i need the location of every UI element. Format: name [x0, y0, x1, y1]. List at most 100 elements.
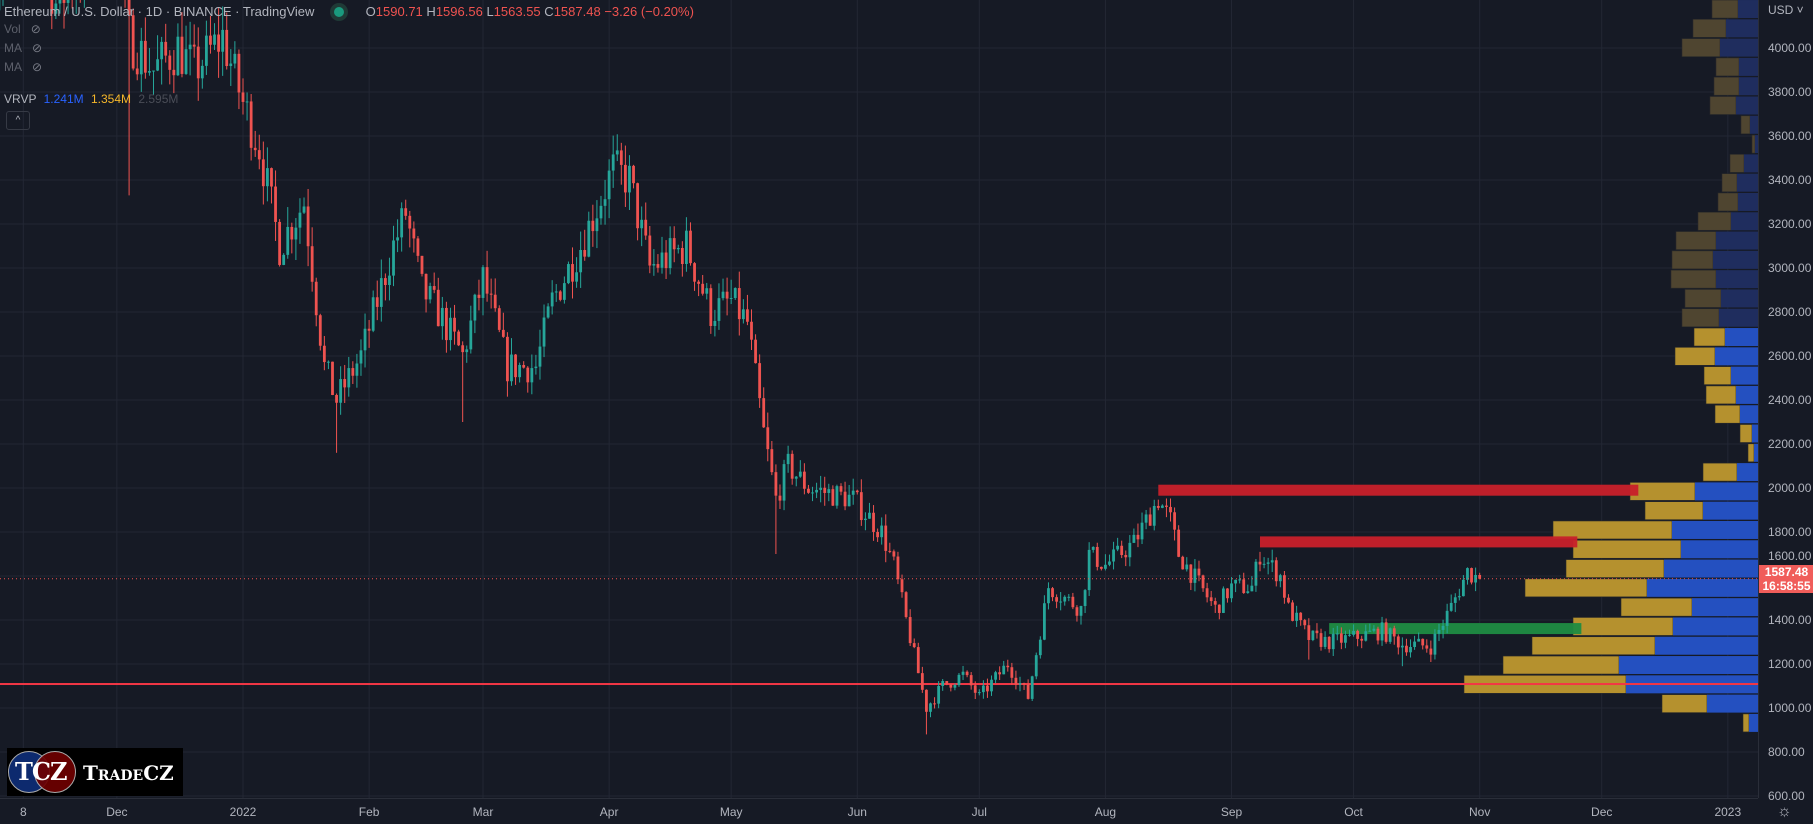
candle-body: [429, 286, 432, 299]
candle-body: [1027, 684, 1030, 698]
chart-settings-icon[interactable]: ☼: [1777, 803, 1792, 821]
candle-body: [815, 490, 818, 493]
candle-body: [205, 36, 208, 66]
candle-body: [795, 477, 798, 479]
price-tick-label: 3400.00: [1768, 173, 1811, 187]
candle-body: [1470, 568, 1473, 582]
volume-profile-up-bar: [1566, 560, 1664, 578]
volume-profile-down-bar: [1707, 695, 1758, 713]
candle-body: [1116, 546, 1119, 550]
candle-body: [482, 267, 485, 298]
tradecz-logo: TCZ TradeCZ: [7, 748, 183, 796]
candle-body: [831, 489, 834, 506]
volume-profile-down-bar: [1672, 521, 1758, 539]
candle-body: [221, 30, 224, 52]
candle-body: [1271, 560, 1274, 562]
candle-body: [844, 492, 847, 507]
candle-body: [583, 250, 586, 257]
candle-body: [587, 221, 590, 257]
candle-body: [909, 617, 912, 643]
candle-body: [380, 278, 383, 307]
candle-body: [254, 148, 257, 150]
candle-body: [1307, 625, 1310, 640]
collapse-legend-button[interactable]: ^: [6, 111, 30, 130]
time-tick-label: Jul: [972, 805, 987, 819]
candle-body: [978, 692, 981, 693]
candle-body: [880, 526, 883, 538]
volume-profile-down-bar: [1726, 19, 1758, 37]
candle-body: [449, 318, 452, 340]
candle-body: [1324, 637, 1327, 647]
vrvp-up-volume: 1.241M: [44, 92, 84, 106]
candle-body: [665, 253, 668, 269]
candle-body: [498, 308, 501, 330]
volume-profile-up-bar: [1748, 444, 1754, 462]
candle-body: [209, 36, 212, 45]
drawn-levels[interactable]: [0, 485, 1758, 685]
candle-body: [152, 71, 155, 72]
candle-body: [1291, 602, 1294, 620]
candle-body: [1287, 598, 1290, 603]
candle-body: [945, 681, 948, 684]
candle-body: [1255, 562, 1258, 586]
eye-hidden-icon[interactable]: ⊘: [32, 41, 42, 55]
candle-body: [579, 250, 582, 272]
volume-profile-down-bar: [1692, 598, 1758, 616]
volume-profile-down-bar: [1664, 560, 1758, 578]
vrvp-down-volume: 1.354M: [91, 92, 131, 106]
candle-body: [530, 368, 533, 382]
candle-body: [356, 364, 359, 376]
candle-body: [705, 288, 708, 293]
candle-body: [1328, 637, 1331, 649]
candle-body: [555, 291, 558, 292]
candle-body: [1088, 550, 1091, 590]
indicator-vol[interactable]: Vol⊘: [4, 22, 41, 36]
candle-body: [396, 237, 399, 240]
candle-body: [335, 395, 338, 403]
candle-body: [1478, 575, 1481, 579]
volume-profile-down-bar: [1673, 617, 1758, 635]
candle-body: [970, 675, 973, 685]
candle-body: [1202, 575, 1205, 588]
candle-body: [892, 551, 895, 556]
candle-body: [510, 355, 513, 382]
volume-profile-down-bar: [1731, 212, 1758, 230]
candle-body: [364, 329, 367, 351]
indicator-vrvp[interactable]: VRVP 1.241M 1.354M 2.595M: [4, 92, 178, 106]
eye-hidden-icon[interactable]: ⊘: [31, 22, 41, 36]
candle-body: [604, 199, 607, 206]
volume-profile-down-bar: [1736, 97, 1758, 115]
candle-body: [1173, 512, 1176, 529]
volume-profile-up-bar: [1621, 598, 1692, 616]
currency-selector[interactable]: USD ˅: [1768, 3, 1804, 17]
candle-body: [819, 488, 822, 490]
volume-profile: [1464, 0, 1758, 732]
candle-body: [779, 496, 782, 501]
candle-body: [1226, 588, 1229, 598]
candle-body: [1381, 622, 1384, 640]
support-line-1110: [0, 683, 1758, 685]
candle-body: [1234, 580, 1237, 584]
candle-body: [522, 365, 525, 368]
candle-body: [172, 70, 175, 75]
candle-body: [1413, 642, 1416, 647]
candle-body: [681, 248, 684, 264]
eye-hidden-icon[interactable]: ⊘: [32, 60, 42, 74]
candle-body: [408, 216, 411, 229]
candle-body: [1385, 622, 1388, 642]
indicator-ma-2[interactable]: MA⊘: [4, 60, 42, 74]
volume-profile-up-bar: [1675, 347, 1715, 365]
candle-body: [1002, 666, 1005, 675]
candle-body: [1393, 628, 1396, 636]
indicator-ma-1[interactable]: MA⊘: [4, 41, 42, 55]
symbol-legend[interactable]: Ethereum / U.S. Dollar · 1D · BINANCE · …: [4, 4, 694, 19]
candle-body: [1218, 605, 1221, 613]
volume-profile-down-bar: [1736, 386, 1758, 404]
candle-body: [917, 647, 920, 673]
candle-body: [1006, 666, 1009, 667]
volume-profile-down-bar: [1731, 367, 1758, 385]
candle-body: [1153, 506, 1156, 526]
